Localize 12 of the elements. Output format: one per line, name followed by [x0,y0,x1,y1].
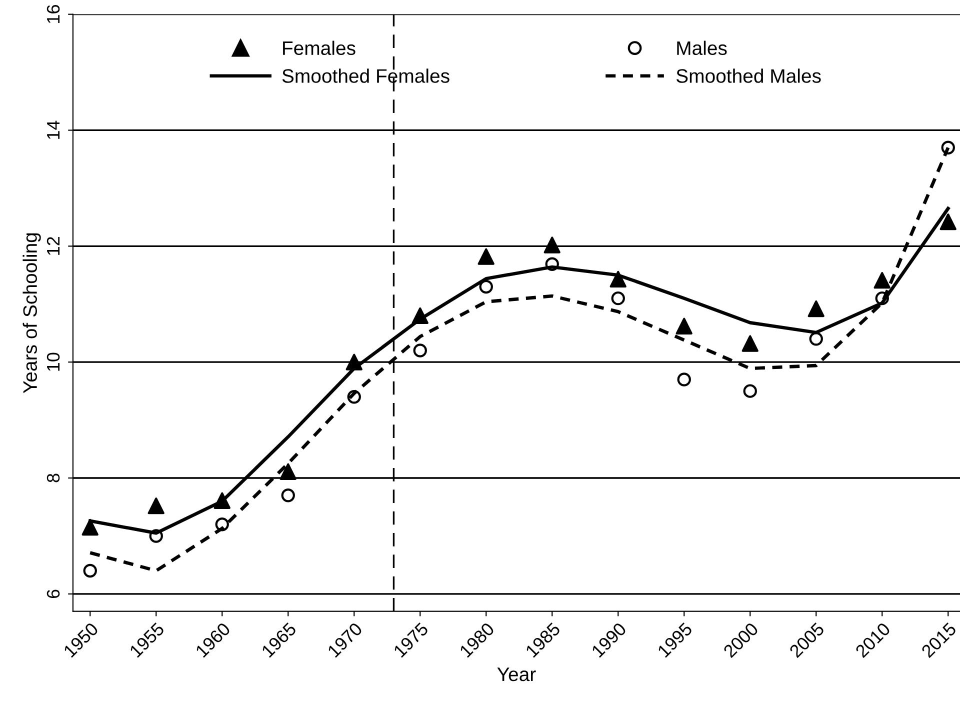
y-tick-label: 10 [46,352,60,371]
y-tick-label: 14 [47,120,60,139]
y-axis-title: Years of Schooling [22,233,41,394]
legend-label: Females [283,40,356,56]
y-tick-label: 8 [46,474,60,482]
y-tick-label: 16 [46,5,60,23]
legend-label: Males [677,40,727,56]
legend-label: Smoothed Females [282,68,450,83]
x-axis-title: Year [497,668,536,682]
legend-label: Smoothed Males [676,68,821,83]
y-tick-label: 12 [46,237,60,255]
y-tick-label: 6 [46,590,60,598]
